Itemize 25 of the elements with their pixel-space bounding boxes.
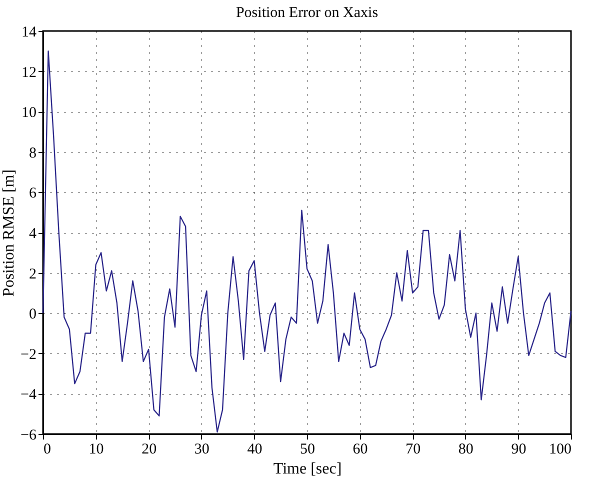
y-tick-label: 4 [29,226,37,242]
y-axis-title: Position RMSE [m] [0,169,18,297]
y-tick-label: −6 [20,428,37,444]
y-tick-label: 8 [29,145,36,162]
x-tick-label: 70 [406,442,421,458]
y-tick-label: −2 [20,346,36,363]
x-tick-label: 40 [247,442,262,458]
x-tick-label: 80 [458,442,474,458]
x-tick-label: 90 [511,442,526,458]
y-tick-label: 14 [22,24,37,40]
x-tick-label: 20 [142,442,157,458]
y-tick-label: 6 [29,186,37,202]
y-tick-label: 0 [29,306,36,323]
y-tick-label: 12 [22,64,36,81]
x-tick-label: 50 [300,442,315,458]
y-tick-label: 10 [22,105,36,122]
x-axis-title: Time [sec] [273,460,342,478]
y-tick-label: 2 [29,266,36,282]
x-tick-label: 30 [194,442,210,458]
x-tick-label: 60 [352,442,368,458]
x-tick-label: 10 [88,442,104,458]
x-tick-label: 0 [44,442,51,458]
chart-title: Position Error on Xaxis [236,5,378,21]
y-tick-label: −4 [20,387,37,404]
x-tick-label: 100 [549,442,572,458]
